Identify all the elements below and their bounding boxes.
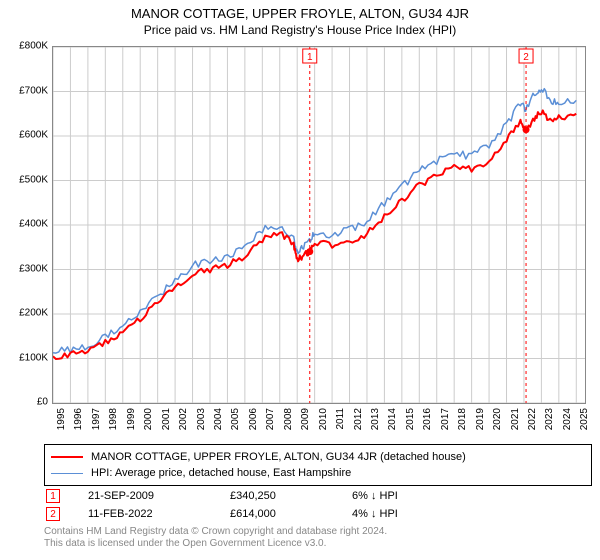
x-tick-label: 2011: [335, 408, 346, 430]
legend-row: HPI: Average price, detached house, East…: [51, 465, 585, 481]
x-tick-label: 1999: [126, 408, 137, 430]
x-tick-label: 2015: [405, 408, 416, 430]
x-tick-label: 2020: [492, 408, 503, 430]
footnote-line2: This data is licensed under the Open Gov…: [44, 538, 326, 549]
x-tick-label: 1995: [56, 408, 67, 430]
x-tick-label: 2021: [510, 408, 521, 430]
event-marker-icon: 1: [46, 489, 60, 503]
footnote-line1: Contains HM Land Registry data © Crown c…: [44, 526, 387, 537]
x-tick-label: 2013: [370, 408, 381, 430]
y-tick-label: £100K: [4, 352, 48, 363]
x-tick-label: 2009: [300, 408, 311, 430]
event-marker-icon: 2: [46, 507, 60, 521]
legend-row: MANOR COTTAGE, UPPER FROYLE, ALTON, GU34…: [51, 449, 585, 465]
events-table: 1 21-SEP-2009£340,2506% ↓ HPI 2 11-FEB-2022…: [44, 486, 474, 524]
x-tick-label: 2004: [213, 408, 224, 430]
chart-container: MANOR COTTAGE, UPPER FROYLE, ALTON, GU34…: [0, 0, 600, 560]
chart-svg: 12: [53, 47, 585, 403]
y-tick-label: £400K: [4, 219, 48, 230]
legend-label: HPI: Average price, detached house, East…: [91, 467, 351, 479]
y-tick-label: £700K: [4, 85, 48, 96]
legend: MANOR COTTAGE, UPPER FROYLE, ALTON, GU34…: [44, 444, 592, 486]
y-tick-label: £600K: [4, 130, 48, 141]
x-tick-label: 1998: [108, 408, 119, 430]
svg-text:2: 2: [523, 52, 529, 63]
event-price: £340,250: [230, 488, 350, 504]
event-date: 21-SEP-2009: [88, 488, 228, 504]
event-row: 2 11-FEB-2022£614,0004% ↓ HPI: [46, 506, 472, 522]
x-tick-label: 2008: [283, 408, 294, 430]
x-tick-label: 2000: [143, 408, 154, 430]
x-tick-label: 2014: [387, 408, 398, 430]
chart-subtitle: Price paid vs. HM Land Registry's House …: [0, 21, 600, 41]
event-date: 11-FEB-2022: [88, 506, 228, 522]
x-tick-label: 2001: [161, 408, 172, 430]
x-tick-label: 2016: [422, 408, 433, 430]
x-tick-label: 2003: [196, 408, 207, 430]
x-tick-label: 1997: [91, 408, 102, 430]
plot-area: 12: [52, 46, 586, 404]
svg-text:1: 1: [307, 52, 313, 63]
x-tick-label: 2006: [248, 408, 259, 430]
event-change: 4% ↓ HPI: [352, 506, 472, 522]
legend-swatch: [51, 456, 83, 458]
legend-label: MANOR COTTAGE, UPPER FROYLE, ALTON, GU34…: [91, 451, 466, 463]
x-tick-label: 2007: [265, 408, 276, 430]
legend-swatch: [51, 473, 83, 474]
x-tick-label: 2017: [440, 408, 451, 430]
x-tick-label: 2018: [457, 408, 468, 430]
event-change: 6% ↓ HPI: [352, 488, 472, 504]
y-tick-label: £0: [4, 397, 48, 408]
chart-title: MANOR COTTAGE, UPPER FROYLE, ALTON, GU34…: [0, 0, 600, 21]
y-tick-label: £800K: [4, 41, 48, 52]
x-tick-label: 1996: [73, 408, 84, 430]
x-tick-label: 2002: [178, 408, 189, 430]
y-tick-label: £500K: [4, 174, 48, 185]
x-tick-label: 2019: [475, 408, 486, 430]
x-tick-label: 2022: [527, 408, 538, 430]
x-tick-label: 2010: [318, 408, 329, 430]
x-tick-label: 2025: [579, 408, 590, 430]
x-tick-label: 2023: [544, 408, 555, 430]
x-tick-label: 2005: [230, 408, 241, 430]
x-tick-label: 2012: [353, 408, 364, 430]
x-tick-label: 2024: [562, 408, 573, 430]
y-tick-label: £300K: [4, 263, 48, 274]
y-tick-label: £200K: [4, 308, 48, 319]
event-price: £614,000: [230, 506, 350, 522]
footnote: Contains HM Land Registry data © Crown c…: [44, 526, 387, 550]
event-row: 1 21-SEP-2009£340,2506% ↓ HPI: [46, 488, 472, 504]
